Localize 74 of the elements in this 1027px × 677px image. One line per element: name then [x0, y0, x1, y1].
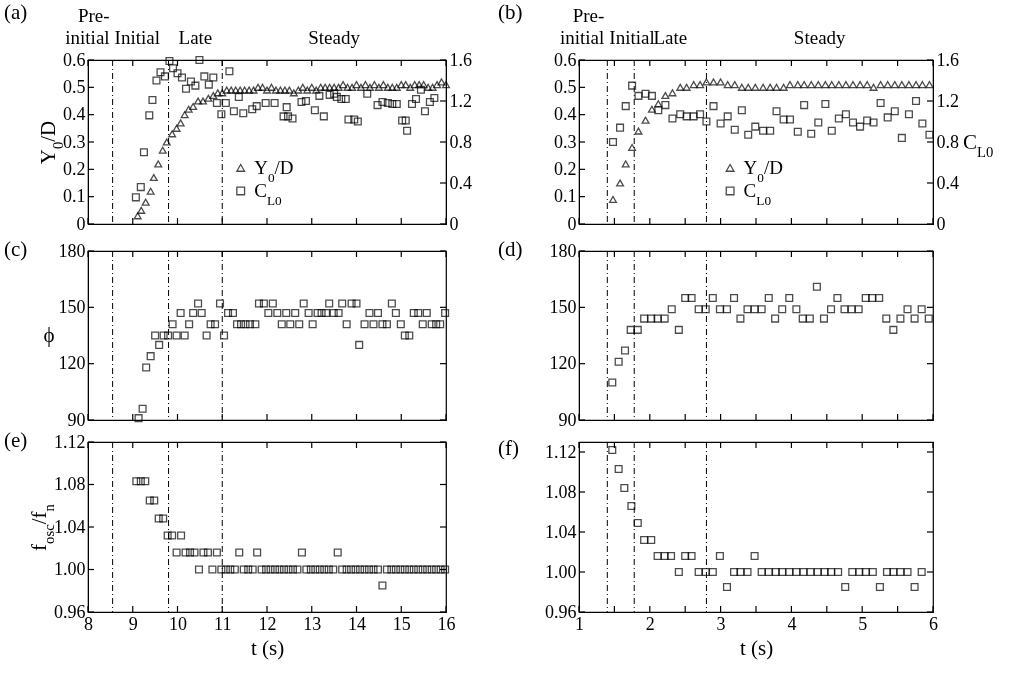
x-tick-label: 11 — [214, 613, 232, 634]
text: Steady — [793, 27, 847, 48]
y-tick-label: 180 — [58, 240, 86, 261]
y-tick-label: 0.6 — [63, 49, 86, 70]
x-tick-label: 8 — [84, 613, 93, 634]
y-tick-label: 0.96 — [545, 601, 577, 622]
x-tick-label: 3 — [716, 613, 726, 634]
y-tick-label: 0.4 — [554, 104, 577, 125]
y-tick-label: 180 — [549, 240, 577, 261]
y-tick-label: 0.5 — [63, 76, 86, 97]
x-tick-label: 6 — [929, 613, 938, 634]
y-tick-label: 0.6 — [554, 49, 577, 70]
y-tick-label: 0.3 — [554, 131, 577, 152]
y-tick-label: 1.12 — [54, 431, 86, 452]
y-tick-label: 1.08 — [545, 481, 577, 502]
y-tick-label: 90 — [558, 409, 577, 430]
y-tick-label: 1.04 — [54, 516, 86, 537]
y-tick-label: 0 — [76, 213, 86, 234]
y-tick-label: 150 — [549, 296, 577, 317]
text: Pre- initial — [65, 5, 110, 48]
y-tick-label: 0 — [567, 213, 577, 234]
chart-title: (d) — [498, 237, 523, 261]
y-tick-label: 0.2 — [63, 158, 86, 179]
x-tick-label: 9 — [128, 613, 138, 634]
y-tick-label: 150 — [58, 296, 86, 317]
y-tick-label: 90 — [67, 409, 86, 430]
x-tick-label: 10 — [169, 613, 187, 634]
y-tick-label: 120 — [549, 353, 577, 374]
y2-tick-label: 0.4 — [449, 172, 472, 193]
y-tick-label: 1.12 — [545, 441, 577, 462]
y2-tick-label: 1.2 — [936, 90, 959, 111]
text: Initial — [114, 27, 160, 48]
text: Late — [653, 27, 688, 48]
y-tick-label: 120 — [58, 353, 86, 374]
y-tick-label: 1.00 — [545, 561, 577, 582]
y-tick-label: 0.4 — [63, 104, 86, 125]
x-axis-title: t (s) — [250, 635, 285, 660]
text: Initial — [609, 27, 655, 48]
y-tick-label: 0.1 — [554, 186, 577, 207]
text: Pre- initial — [559, 5, 605, 48]
y-tick-label: 0.1 — [63, 186, 86, 207]
x-tick-label: 14 — [348, 613, 366, 634]
chart-title: (a) — [4, 0, 28, 24]
chart-title: (b) — [498, 0, 523, 24]
x-tick-label: 13 — [303, 613, 322, 634]
x-tick-label: 12 — [258, 613, 277, 634]
y-axis-title: ϕ — [43, 323, 55, 347]
y2-tick-label: 0 — [936, 213, 946, 234]
y2-tick-label: 0.8 — [449, 131, 472, 152]
y2-tick-label: 0 — [449, 213, 459, 234]
y2-tick-label: 0.8 — [936, 131, 959, 152]
y2-tick-label: 1.2 — [449, 90, 472, 111]
chart-title: (c) — [4, 237, 28, 261]
x-tick-label: 4 — [787, 613, 797, 634]
y-tick-label: 0.5 — [554, 76, 577, 97]
y2-tick-label: 0.4 — [936, 172, 959, 193]
y-tick-label: 1.04 — [545, 521, 577, 542]
chart-title: (f) — [498, 436, 519, 461]
text: Steady — [308, 27, 361, 48]
text: Late — [178, 27, 213, 48]
x-tick-label: 1 — [575, 613, 584, 634]
x-tick-label: 5 — [858, 613, 868, 634]
y-tick-label: 1.00 — [54, 559, 86, 579]
x-axis-title: t (s) — [739, 635, 774, 660]
y2-axis-title: C$_{L0}$ — [963, 129, 994, 160]
x-tick-label: 15 — [392, 613, 411, 634]
x-tick-label: 2 — [645, 613, 655, 634]
y2-tick-label: 1.6 — [936, 49, 959, 70]
y2-tick-label: 1.6 — [449, 49, 472, 70]
y-tick-label: 0.96 — [54, 601, 86, 622]
x-tick-label: 16 — [437, 613, 456, 634]
chart-title: (e) — [4, 428, 28, 452]
y-tick-label: 0.2 — [554, 158, 577, 179]
y-tick-label: 1.08 — [54, 474, 86, 494]
